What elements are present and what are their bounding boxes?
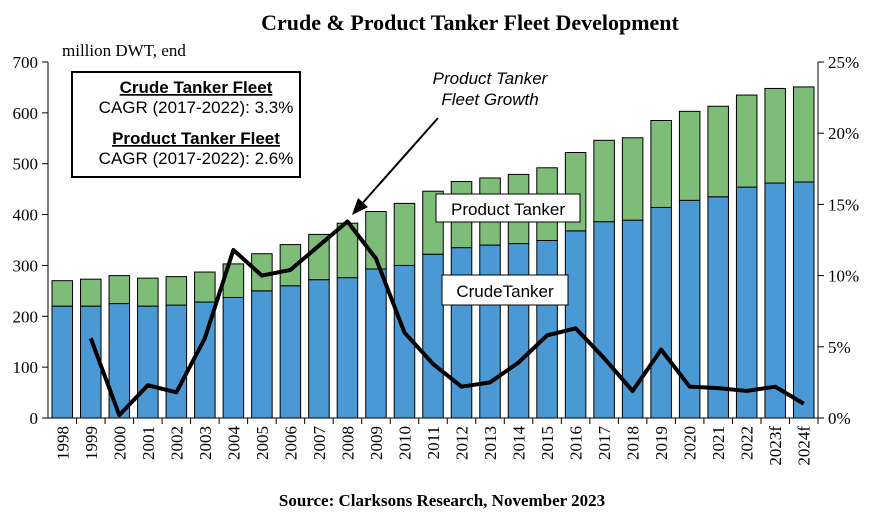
arrow <box>359 117 439 207</box>
bar-segment <box>764 87 786 184</box>
x-tick-label: 2004 <box>224 426 243 461</box>
bar-segment <box>735 186 758 419</box>
y2-tick-label: 10% <box>828 267 859 286</box>
x-tick-label: 2019 <box>652 426 671 460</box>
x-tick-label: 2018 <box>624 426 643 460</box>
x-tick-label: 2001 <box>139 426 158 460</box>
bar-segment <box>51 280 74 307</box>
y2-tick-label: 25% <box>828 53 859 72</box>
x-tick-label: 2016 <box>567 426 586 460</box>
y2-tick-label: 0% <box>828 409 851 428</box>
label-box <box>435 193 581 223</box>
x-tick-label: 2003 <box>196 426 215 460</box>
bar-segment <box>165 304 188 419</box>
bar-segment <box>108 275 131 305</box>
y-tick-label: 400 <box>13 206 39 225</box>
x-tick-label: 2011 <box>424 426 443 459</box>
bar-segment <box>251 290 273 419</box>
chart-title: Crude & Product Tanker Fleet Development <box>261 10 679 35</box>
bar-segment <box>279 244 302 287</box>
y2-tick-label: 20% <box>828 124 859 143</box>
bar-segment <box>137 277 159 307</box>
bar-segment <box>51 305 74 419</box>
bar-segment <box>621 137 644 221</box>
annotation: Fleet Growth <box>441 90 538 109</box>
y-axis-label: million DWT, end <box>62 41 186 60</box>
x-tick-label: 2015 <box>538 426 557 460</box>
annotation: Product Tanker <box>433 69 549 88</box>
bar-segment <box>279 285 302 419</box>
info-text: CAGR (2017-2022): 3.3% <box>99 98 294 117</box>
x-tick-label: 2008 <box>338 426 357 460</box>
y2-tick-label: 15% <box>828 195 859 214</box>
x-tick-label: 2009 <box>367 426 386 460</box>
bar-segment <box>650 206 672 419</box>
info-title: Crude Tanker Fleet <box>120 78 273 97</box>
y2-tick-label: 5% <box>828 338 851 357</box>
label-box <box>441 274 569 306</box>
bar-segment <box>137 305 159 419</box>
info-text: CAGR (2017-2022): 2.6% <box>99 149 294 168</box>
bar-segment <box>564 230 587 419</box>
series-label: Product Tanker <box>451 200 565 219</box>
y-tick-label: 300 <box>13 256 39 275</box>
x-tick-label: 2005 <box>253 426 272 460</box>
bar-segment <box>792 86 815 183</box>
bar-segment <box>194 271 216 303</box>
bar-segment <box>707 105 729 198</box>
x-tick-label: 2017 <box>595 426 614 461</box>
bar-segment <box>593 221 615 419</box>
x-tick-label: 2002 <box>167 426 186 460</box>
x-tick-label: 2021 <box>709 426 728 460</box>
bar-segment <box>222 296 245 419</box>
bar-segment <box>308 233 330 281</box>
bar-segment <box>393 202 416 266</box>
info-title: Product Tanker Fleet <box>112 129 280 148</box>
x-tick-label: 2012 <box>453 426 472 460</box>
x-tick-label: 1999 <box>82 426 101 460</box>
y-tick-label: 100 <box>13 358 39 377</box>
bar-segment <box>650 119 672 208</box>
x-tick-label: 2000 <box>110 426 129 460</box>
growth-line <box>88 219 805 418</box>
bar-segment <box>593 139 615 223</box>
bar-segment <box>308 279 330 419</box>
bar-segment <box>422 253 444 419</box>
bar-segment <box>536 240 558 419</box>
series-label: CrudeTanker <box>456 282 554 301</box>
x-tick-label: 2010 <box>395 426 414 460</box>
bar-segment <box>336 277 359 419</box>
info-box <box>71 71 301 178</box>
bar-segment <box>165 276 188 306</box>
y-tick-label: 0 <box>30 409 39 428</box>
x-tick-label: 2007 <box>310 426 329 461</box>
x-tick-label: 2006 <box>281 426 300 460</box>
source: Source: Clarksons Research, November 202… <box>279 491 605 510</box>
bar-segment <box>365 268 387 419</box>
bar-segment <box>80 278 102 307</box>
x-tick-label: 1998 <box>53 426 72 460</box>
y-tick-label: 200 <box>13 307 39 326</box>
bar-segment <box>707 196 729 419</box>
x-tick-label: 2020 <box>681 426 700 460</box>
bar-segment <box>764 182 786 419</box>
x-tick-label: 2014 <box>510 426 529 461</box>
y-tick-label: 500 <box>13 155 39 174</box>
bar-segment <box>507 243 530 419</box>
x-tick-label: 2024f <box>795 426 814 466</box>
bar-segment <box>792 181 815 419</box>
y-tick-label: 600 <box>13 104 39 123</box>
arrow-head <box>352 198 368 215</box>
x-tick-label: 2023f <box>766 426 785 466</box>
bar-segment <box>450 247 473 419</box>
x-tick-label: 2013 <box>481 426 500 460</box>
bar-segment <box>479 244 501 419</box>
bar-segment <box>678 110 701 201</box>
bar-segment <box>735 94 758 188</box>
y-tick-label: 700 <box>13 53 39 72</box>
x-tick-label: 2022 <box>738 426 757 460</box>
